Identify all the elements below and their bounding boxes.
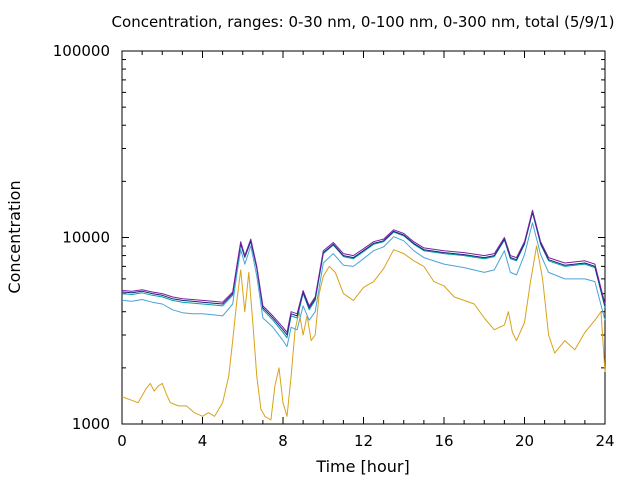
y-axis-label: Concentration [5, 180, 24, 293]
axis-ticks: 0 4 8 12 16 20 24 1000 10000 100000 [53, 42, 615, 450]
x-tick-label: 24 [595, 432, 614, 450]
plot-frame [121, 50, 606, 425]
series-line-1 [121, 211, 606, 336]
plot-border [121, 50, 606, 425]
x-tick-label: 16 [434, 432, 453, 450]
x-tick-label: 20 [515, 432, 534, 450]
x-tick-label: 0 [117, 432, 127, 450]
y-tick-label: 100000 [53, 42, 110, 60]
chart-title: Concentration, ranges: 0-30 nm, 0-100 nm… [112, 13, 615, 31]
x-tick-label: 4 [198, 432, 208, 450]
series-line-0 [121, 209, 606, 333]
x-tick-label: 12 [354, 432, 373, 450]
series-layer [121, 209, 606, 421]
series-line-2 [121, 212, 606, 339]
x-tick-label: 8 [278, 432, 288, 450]
x-axis-label: Time [hour] [315, 457, 409, 476]
series-line-3 [121, 222, 606, 348]
y-tick-label: 1000 [72, 415, 110, 433]
y-tick-label: 10000 [62, 229, 110, 247]
series-line-4 [121, 245, 606, 421]
